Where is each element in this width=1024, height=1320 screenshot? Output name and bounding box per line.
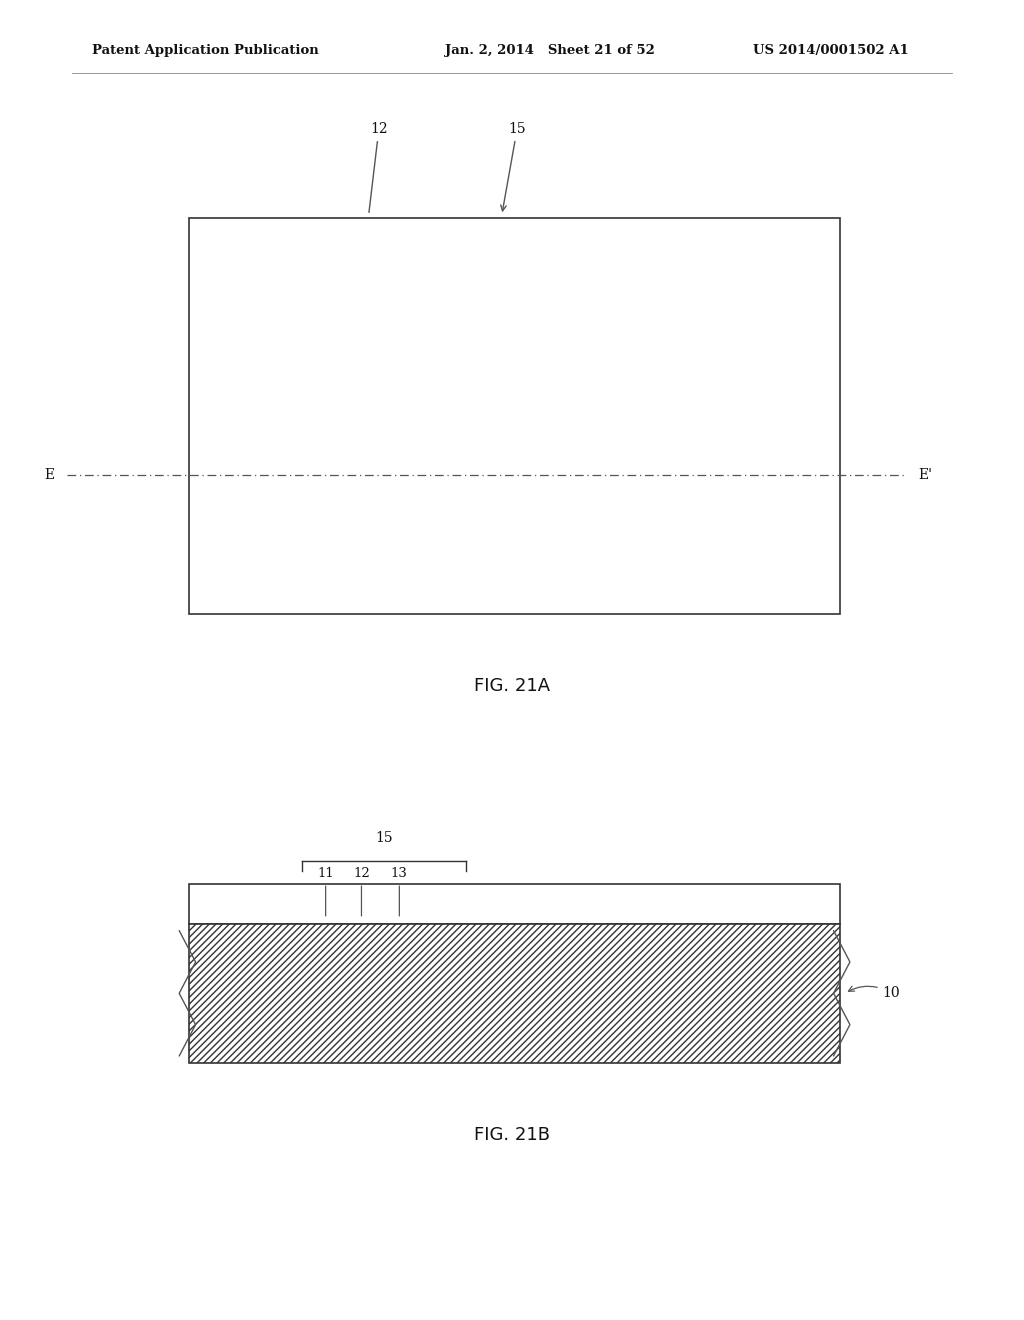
Text: Jan. 2, 2014   Sheet 21 of 52: Jan. 2, 2014 Sheet 21 of 52 — [445, 44, 655, 57]
Text: US 2014/0001502 A1: US 2014/0001502 A1 — [753, 44, 908, 57]
Text: 11: 11 — [317, 867, 334, 916]
Text: 13: 13 — [391, 867, 408, 916]
Text: 10: 10 — [849, 986, 900, 1001]
Text: 15: 15 — [375, 830, 393, 845]
Text: E': E' — [919, 469, 933, 482]
Text: Patent Application Publication: Patent Application Publication — [92, 44, 318, 57]
Text: FIG. 21B: FIG. 21B — [474, 1126, 550, 1144]
Text: FIG. 21A: FIG. 21A — [474, 677, 550, 696]
Text: 15: 15 — [501, 121, 526, 211]
Text: E: E — [44, 469, 54, 482]
Text: 12: 12 — [369, 121, 388, 213]
Bar — [189, 218, 840, 614]
Bar — [189, 924, 840, 1063]
Text: 12: 12 — [353, 867, 370, 916]
Bar — [189, 884, 840, 924]
